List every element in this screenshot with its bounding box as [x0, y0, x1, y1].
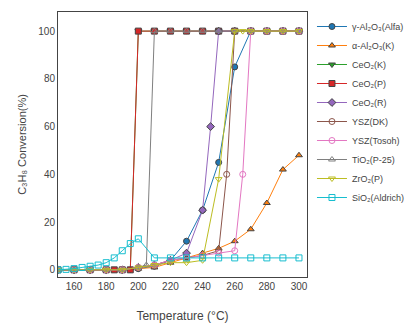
svg-text:200: 200 — [130, 281, 147, 292]
svg-text:300: 300 — [291, 281, 308, 292]
svg-text:40: 40 — [44, 169, 56, 180]
svg-text:CeO₂(K): CeO₂(K) — [352, 60, 386, 70]
svg-text:YSZ(Tosoh): YSZ(Tosoh) — [352, 136, 400, 146]
svg-text:CeO₂(P): CeO₂(P) — [352, 79, 386, 89]
svg-text:80: 80 — [44, 73, 56, 84]
svg-text:60: 60 — [44, 121, 56, 132]
svg-text:180: 180 — [98, 281, 115, 292]
svg-text:260: 260 — [226, 281, 243, 292]
svg-text:0: 0 — [49, 264, 55, 275]
svg-text:Temperature (°C): Temperature (°C) — [136, 309, 228, 323]
svg-text:YSZ(DK): YSZ(DK) — [352, 117, 388, 127]
svg-text:γ-Al₂O₃(Alfa): γ-Al₂O₃(Alfa) — [352, 22, 403, 32]
svg-text:ZrO₂(P): ZrO₂(P) — [352, 174, 383, 184]
svg-text:CeO₂(R): CeO₂(R) — [352, 98, 387, 108]
svg-text:160: 160 — [66, 281, 83, 292]
svg-text:20: 20 — [44, 217, 56, 228]
svg-text:TiO₂(P-25): TiO₂(P-25) — [352, 155, 395, 165]
svg-text:C₃H₈ Conversion(%): C₃H₈ Conversion(%) — [16, 94, 28, 195]
svg-text:α-Al₂O₃(K): α-Al₂O₃(K) — [352, 41, 394, 51]
svg-text:280: 280 — [258, 281, 275, 292]
svg-text:100: 100 — [38, 26, 55, 37]
svg-text:220: 220 — [162, 281, 179, 292]
svg-text:240: 240 — [194, 281, 211, 292]
svg-text:SiO₂(Aldrich): SiO₂(Aldrich) — [352, 193, 404, 203]
